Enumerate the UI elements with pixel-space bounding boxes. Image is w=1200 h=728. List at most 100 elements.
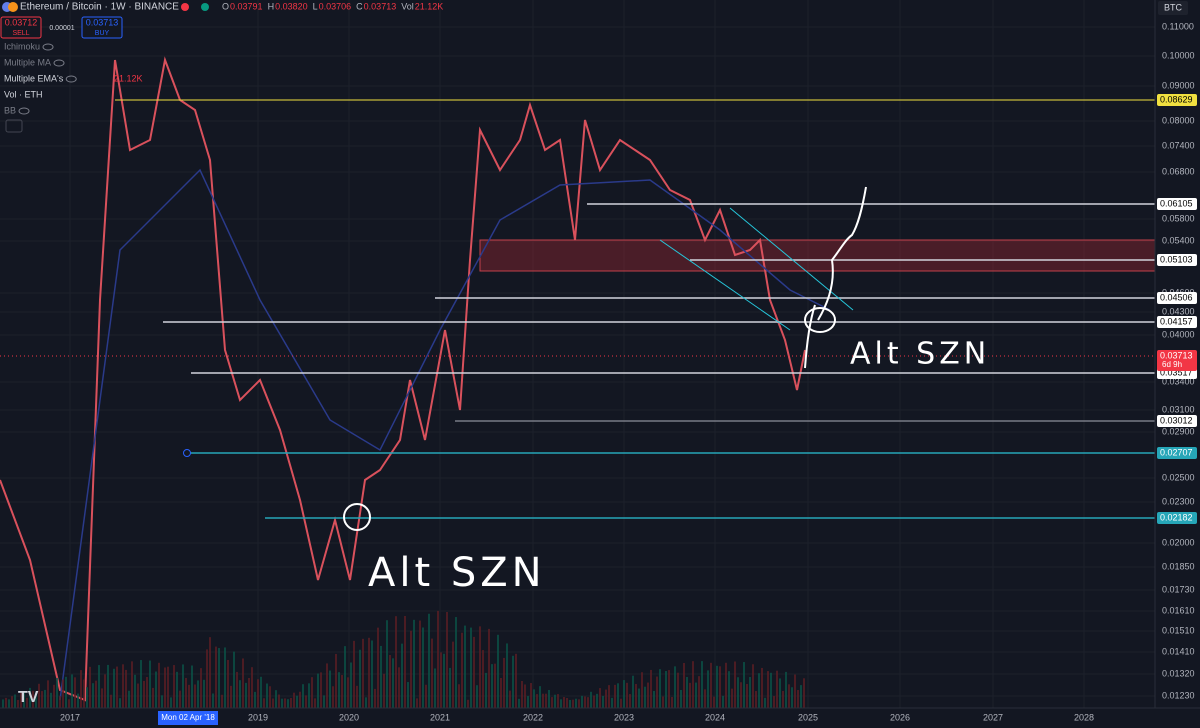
volume-bar [791,687,793,708]
volume-bar [437,610,439,708]
indicator[interactable]: BB [4,105,16,115]
collapse-button[interactable] [5,119,23,133]
trend-line [659,239,791,331]
volume-bar [374,688,376,708]
sell-button[interactable] [0,16,42,39]
buy-label[interactable]: BUY [95,30,110,37]
volume-bar [56,677,58,708]
price-label: 0.09000 [1162,80,1195,90]
indicator[interactable]: Multiple EMA's [4,73,64,83]
volume-bar [566,697,568,708]
time-label: 2020 [339,712,359,722]
volume-bar [242,658,244,708]
volume-bar [203,679,205,708]
volume-bar [443,653,445,708]
volume-bar [128,690,130,708]
buy-price[interactable]: 0.03713 [86,17,119,27]
volume-bar [488,628,490,708]
volume-bar [353,640,355,708]
volume-bar [20,692,22,708]
visibility-icon[interactable] [65,75,77,83]
volume-bar [248,678,250,708]
level-label: 0.03517 [1160,367,1193,377]
volume-bar [53,684,55,708]
volume-bar [296,695,298,708]
volume-bar [473,636,475,708]
trend-line [729,207,854,311]
volume-bar [554,694,556,708]
annotation: Alt SZN [368,550,546,596]
indicator[interactable]: Multiple MA [4,57,51,67]
indicator[interactable]: Vol · ETH [4,89,43,99]
level-label: 0.08629 [1160,94,1193,104]
sell-price[interactable]: 0.03712 [5,17,38,27]
volume-bar [686,676,688,708]
volume-bar [653,690,655,708]
volume-bar [92,683,94,708]
currency[interactable]: BTC [1164,2,1183,12]
visibility-icon[interactable] [53,59,65,67]
volume-bar [116,666,118,708]
volume-bar [404,616,406,708]
volume-bar [491,664,493,708]
volume-bar [527,696,529,708]
volume-bar [524,684,526,708]
ohlc-field: H [268,1,275,11]
volume-bar [590,691,592,708]
sell-label[interactable]: SELL [12,30,29,37]
volume-bar [530,683,532,708]
volume-bar [98,665,100,708]
volume-bar [107,664,109,708]
volume-bar [173,665,175,708]
volume-bar [155,671,157,708]
volume-bar [137,683,139,708]
volume-bar [743,662,745,708]
logo: TV [18,689,39,706]
visibility-icon[interactable] [18,107,30,115]
indicator[interactable]: Ichimoku [4,41,40,51]
volume-bar [302,684,304,708]
volume-bar [44,689,46,708]
volume-bar [734,661,736,708]
volume-bar [335,653,337,708]
volume-bar [761,667,763,708]
ema-line [59,168,831,701]
volume-bar [104,674,106,708]
volume-bar [623,680,625,708]
volume-bar [737,677,739,708]
currency-btn[interactable] [1158,1,1188,15]
volume-bar [722,695,724,708]
annotation: Alt SZN [850,337,990,372]
volume-bar [605,689,607,708]
volume-bar [281,698,283,708]
volume-bar [581,695,583,708]
volume-bar [269,686,271,708]
time-label: 2023 [614,712,634,722]
volume-bar [86,687,88,708]
volume-bar [8,699,10,708]
ohlc-field: Vol [401,1,414,11]
volume-bar [449,667,451,708]
volume-bar [287,699,289,708]
volume-bar [389,655,391,708]
volume-bar [749,676,751,708]
time-label: 2017 [60,712,80,722]
buy-button[interactable] [81,16,123,39]
volume-bar [74,677,76,708]
volume-bar [350,662,352,708]
volume-bar [377,627,379,708]
volume-bar [338,672,340,708]
volume-bar [260,676,262,708]
volume-bar [539,686,541,708]
volume-bar [593,695,595,708]
volume-bar [398,667,400,708]
volume-bar [110,694,112,708]
visibility-icon[interactable] [42,43,54,51]
volume-bar [416,698,418,708]
volume-bar [599,688,601,708]
volume-bar [614,684,616,708]
level-label: 0.04157 [1160,316,1193,326]
volume-bar [689,682,691,708]
volume-bar [95,680,97,708]
volume-bar [425,684,427,708]
